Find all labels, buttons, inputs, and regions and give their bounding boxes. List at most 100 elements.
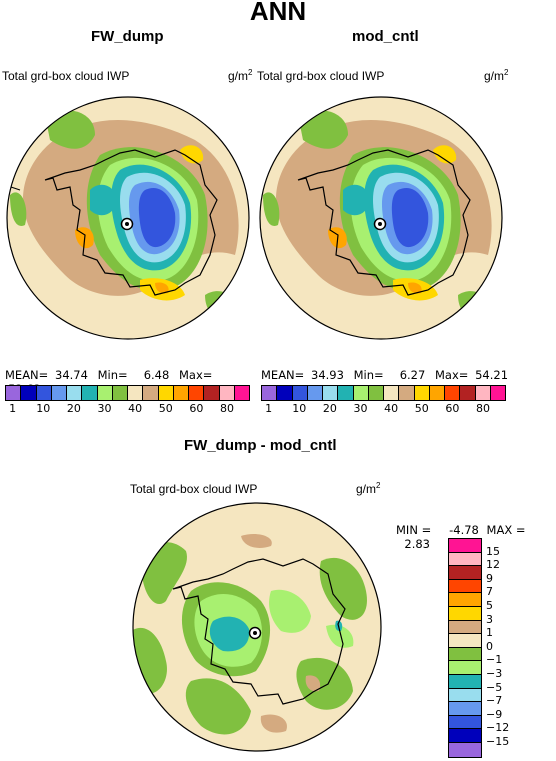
left-min-value: 6.48 <box>143 368 170 382</box>
map-border <box>259 96 503 340</box>
left-case-name: FW_dump <box>91 28 164 45</box>
colorbar-swatch <box>490 386 505 400</box>
colorbar-swatch <box>449 552 481 567</box>
colorbar-swatch <box>6 386 22 400</box>
colorbar-swatch <box>449 606 481 621</box>
colorbar-swatch <box>429 386 445 400</box>
diff-case-name: FW_dump - mod_cntl <box>184 437 337 454</box>
olive-region <box>263 192 280 226</box>
right-case-name: mod_cntl <box>352 28 419 45</box>
tan-patch <box>151 519 173 532</box>
colorbar-swatch <box>449 579 481 594</box>
colorbar-tick-label: 1 <box>265 402 273 415</box>
colorbar-tick-label: 3 <box>486 612 493 626</box>
diff-min-label: MIN = <box>396 523 432 537</box>
ice-edge-contour <box>297 149 471 296</box>
yellow-patch <box>180 145 204 164</box>
tan-patch <box>260 714 287 733</box>
colorbar-tick-label: −9 <box>486 707 503 721</box>
right-mean-label: MEAN= <box>261 368 305 382</box>
light-green-patch <box>269 589 311 633</box>
colorbar-swatch <box>449 674 481 689</box>
colorbar-tick-label: 80 <box>220 402 235 415</box>
colorbar-swatch <box>449 661 481 675</box>
right-min-value: 6.27 <box>399 368 426 382</box>
colorbar-tick-label: 30 <box>97 402 112 415</box>
colorbar-tick-label: 1 <box>9 402 17 415</box>
colorbar-swatch <box>449 539 481 553</box>
colorbar-swatch <box>414 386 430 400</box>
map-border <box>132 502 382 752</box>
colorbar-tick-label: 10 <box>292 402 307 415</box>
right-mean-value: 34.93 <box>311 368 344 382</box>
colorbar-swatch <box>21 386 37 400</box>
right-max-value: 54.21 <box>475 368 509 382</box>
colorbar-tick-label: 50 <box>414 402 429 415</box>
left-mean-label: MEAN= <box>5 368 49 382</box>
right-stats: MEAN= 34.93 Min= 6.27 Max= 54.21 <box>261 368 551 382</box>
diff-colorbar-ticks: 15 12 9 7 5 3 1 0 −1 −3 −5 −7 −9 −12 −15 <box>486 538 526 758</box>
colorbar-swatch <box>460 386 476 400</box>
colorbar-tick-label: −7 <box>486 694 503 708</box>
right-colorbar-ticks: 1 10 20 30 40 50 60 80 <box>261 402 506 416</box>
colorbar-swatch <box>292 386 308 400</box>
colorbar-tick-label: 5 <box>486 599 493 612</box>
colorbar-tick-label: 9 <box>486 571 493 585</box>
colorbar-swatch <box>128 386 144 400</box>
colorbar-tick-label: 20 <box>66 402 81 415</box>
colorbar-swatch <box>307 386 323 400</box>
colorbar-swatch <box>475 386 491 400</box>
diff-variable-label: Total grd-box cloud IWP <box>130 482 258 496</box>
diff-max-value: 2.83 <box>404 537 430 551</box>
blue-core <box>138 187 176 248</box>
yellow-patch <box>433 145 457 164</box>
right-variable-label: Total grd-box cloud IWP <box>257 69 385 83</box>
colorbar-swatch <box>189 386 205 400</box>
colorbar-swatch <box>67 386 83 400</box>
colorbar-tick-label: 7 <box>486 585 493 599</box>
colorbar-swatch <box>173 386 189 400</box>
colorbar-swatch <box>338 386 354 400</box>
colorbar-tick-label: 60 <box>189 402 204 415</box>
colorbar-tick-label: 30 <box>353 402 368 415</box>
colorbar-swatch <box>449 702 481 716</box>
tan-patch <box>241 534 272 548</box>
colorbar-tick-label: −3 <box>486 667 503 680</box>
colorbar-swatch <box>399 386 415 400</box>
colorbar-swatch <box>368 386 384 400</box>
colorbar-swatch <box>323 386 339 400</box>
colorbar-tick-label: 40 <box>128 402 143 415</box>
right-polar-map <box>259 96 503 340</box>
left-variable-label: Total grd-box cloud IWP <box>2 69 130 83</box>
left-max-label: Max= <box>178 368 213 382</box>
colorbar-swatch <box>449 620 481 635</box>
colorbar-swatch <box>158 386 174 400</box>
left-min-label: Min= <box>97 368 128 382</box>
diff-unit: g/m2 <box>356 481 381 496</box>
orange-patch <box>155 282 169 294</box>
colorbar-swatch <box>112 386 128 400</box>
colorbar-swatch <box>82 386 98 400</box>
left-polar-map <box>6 96 250 340</box>
diff-min-value: -4.78 <box>449 523 479 537</box>
colorbar-swatch <box>262 386 278 400</box>
colorbar-swatch <box>449 715 481 730</box>
diff-polar-map <box>132 502 382 752</box>
right-unit: g/m2 <box>484 68 509 83</box>
olive-region <box>185 678 251 735</box>
colorbar-swatch <box>449 593 481 607</box>
diff-colorbar <box>448 538 482 758</box>
right-max-label: Max= <box>434 368 469 382</box>
colorbar-swatch <box>449 742 481 757</box>
colorbar-swatch <box>449 647 481 662</box>
colorbar-swatch <box>143 386 159 400</box>
diff-max-label: MAX = <box>486 523 526 537</box>
colorbar-tick-label: 0 <box>486 639 493 653</box>
colorbar-swatch <box>204 386 220 400</box>
colorbar-tick-label: −5 <box>486 680 503 694</box>
ice-edge-contour <box>172 558 346 705</box>
colorbar-swatch <box>277 386 293 400</box>
teal-contour <box>90 184 117 216</box>
colorbar-tick-label: 50 <box>158 402 173 415</box>
colorbar-swatch <box>449 634 481 648</box>
